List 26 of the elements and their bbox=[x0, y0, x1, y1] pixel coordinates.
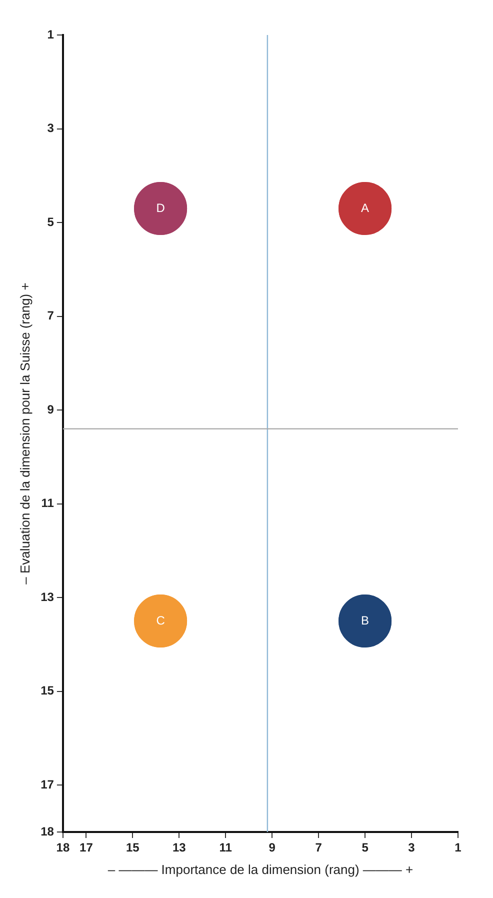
y-tick-label: 17 bbox=[40, 777, 54, 792]
x-tick-label: 9 bbox=[268, 840, 276, 855]
y-tick-label: 1 bbox=[47, 27, 54, 42]
x-tick-label: 17 bbox=[80, 840, 94, 855]
y-tick-label: 5 bbox=[47, 214, 54, 229]
series-label: B bbox=[361, 613, 370, 628]
x-tick-label: 5 bbox=[362, 840, 369, 855]
series-label: C bbox=[156, 613, 166, 628]
x-tick-label: 13 bbox=[172, 840, 186, 855]
x-tick-label: 15 bbox=[126, 840, 140, 855]
y-tick-label: 11 bbox=[41, 496, 54, 510]
x-axis-title: – ——— Importance de la dimension (rang) ——— + bbox=[108, 862, 414, 877]
y-tick-label: 9 bbox=[47, 402, 54, 416]
y-tick-label: 7 bbox=[47, 308, 54, 323]
x-tick-label: 1 bbox=[454, 840, 462, 855]
x-tick-label: 11 bbox=[219, 840, 232, 855]
x-tick-label: 3 bbox=[408, 840, 416, 855]
y-tick-label: 13 bbox=[40, 590, 54, 604]
x-tick-label: 18 bbox=[56, 840, 70, 855]
series-label: D bbox=[156, 200, 166, 215]
y-tick-label: 18 bbox=[40, 824, 54, 838]
y-axis-title: – Evaluation de la dimension pour la Suisse (rang) + bbox=[17, 282, 32, 584]
series-label: A bbox=[361, 200, 370, 215]
y-tick-label: 3 bbox=[47, 121, 54, 136]
y-tick-label: 15 bbox=[40, 684, 54, 698]
x-tick-label: 7 bbox=[315, 840, 322, 855]
